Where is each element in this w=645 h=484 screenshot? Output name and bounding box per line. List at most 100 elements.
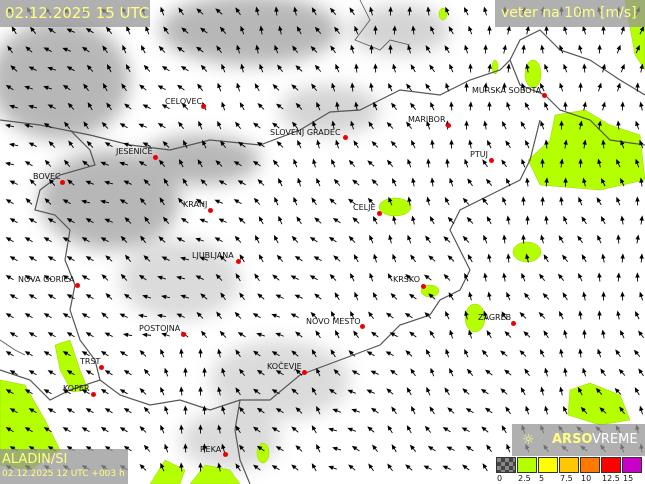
- wind-arrow-head: [639, 25, 645, 32]
- wind-arrow-head: [316, 101, 321, 108]
- wind-arrow-head: [447, 255, 453, 261]
- wind-arrow-head: [620, 139, 625, 146]
- wind-arrow-head: [294, 255, 301, 261]
- wind-arrow-head: [635, 82, 640, 88]
- wind-arrow-head: [540, 44, 545, 50]
- wind-arrow-head: [464, 272, 469, 279]
- wind-arrow-head: [620, 291, 625, 297]
- wind-arrow-head: [639, 291, 644, 298]
- wind-arrow-head: [578, 348, 583, 354]
- wind-arrow-head: [348, 464, 354, 470]
- wind-arrow-head: [106, 102, 112, 108]
- wind-arrow-head: [158, 236, 164, 242]
- wind-arrow-head: [239, 406, 244, 413]
- wind-arrow-head: [195, 237, 201, 242]
- wind-arrow-head: [68, 140, 74, 146]
- wind-arrow-head: [160, 386, 165, 393]
- wind-arrow-head: [392, 25, 397, 31]
- wind-arrow-head: [218, 180, 225, 185]
- wind-arrow-head: [411, 177, 416, 183]
- wind-arrow-head: [521, 196, 526, 202]
- wind-arrow-head: [616, 310, 621, 316]
- wind-arrow-head: [410, 64, 416, 70]
- wind-arrow-head: [234, 235, 240, 242]
- wind-arrow-head: [562, 292, 568, 298]
- wind-arrow-head: [409, 444, 415, 451]
- wind-arrow-head: [5, 199, 12, 204]
- wind-arrow-head: [271, 465, 278, 470]
- wind-arrow-head: [252, 313, 259, 318]
- wind-arrow-head: [295, 102, 301, 109]
- wind-arrow-head: [620, 101, 625, 107]
- wind-arrow-head: [372, 444, 378, 450]
- wind-arrow-head: [425, 349, 431, 355]
- wind-arrow-head: [445, 6, 450, 13]
- wind-arrow-head: [272, 159, 278, 166]
- wind-arrow-head: [430, 25, 435, 32]
- wind-arrow-head: [24, 389, 31, 394]
- wind-arrow-head: [601, 291, 606, 297]
- wind-arrow-head: [220, 140, 226, 146]
- wind-arrow-head: [183, 443, 188, 449]
- wind-arrow-head: [600, 368, 606, 374]
- wind-arrow-head: [62, 199, 69, 204]
- wind-arrow-head: [314, 293, 320, 299]
- city-label: JESENICE: [116, 147, 153, 156]
- wind-arrow-head: [369, 234, 374, 241]
- wind-arrow-head: [123, 407, 130, 413]
- wind-arrow-head: [48, 178, 54, 185]
- wind-arrow-head: [371, 179, 377, 185]
- wind-arrow-head: [62, 84, 69, 90]
- wind-arrow-head: [259, 63, 264, 70]
- wind-arrow-head: [544, 101, 549, 108]
- wind-arrow-head: [601, 329, 606, 335]
- city-marker: [511, 321, 516, 326]
- wind-arrow-head: [542, 292, 548, 299]
- city-label: ZAGREB: [478, 313, 512, 322]
- brand-name-bold: ARSO: [552, 432, 593, 447]
- wind-arrow-head: [352, 217, 358, 223]
- wind-arrow-head: [597, 310, 602, 316]
- wind-arrow-head: [544, 63, 549, 70]
- wind-arrow-head: [5, 351, 12, 356]
- wind-arrow-head: [314, 26, 320, 33]
- wind-arrow-head: [233, 199, 240, 204]
- wind-arrow-head: [468, 139, 473, 145]
- wind-arrow-head: [125, 64, 131, 70]
- wind-arrow-head: [195, 198, 202, 204]
- wind-arrow-head: [462, 464, 468, 470]
- wind-arrow-head: [255, 6, 260, 13]
- city-label: KOČEVJE: [267, 362, 302, 371]
- wind-arrow-head: [104, 180, 110, 186]
- wind-arrow-head: [540, 386, 545, 393]
- wind-arrow-head: [558, 235, 564, 241]
- wind-arrow-head: [202, 405, 207, 411]
- wind-arrow-head: [271, 313, 277, 318]
- city-marker: [343, 135, 348, 140]
- wind-arrow-head: [525, 253, 530, 260]
- wind-arrow-head: [124, 217, 130, 223]
- model-info: ALADIN/SI 02.12.2025 12 UTC +003 h: [0, 449, 128, 484]
- wind-arrow-head: [481, 197, 487, 204]
- wind-arrow-head: [9, 332, 16, 337]
- wind-arrow-head: [9, 408, 16, 413]
- wind-arrow-head: [28, 256, 35, 261]
- wind-arrow-head: [179, 386, 184, 392]
- wind-arrow-head: [122, 332, 129, 338]
- wind-arrow-head: [520, 387, 526, 393]
- wind-arrow-head: [240, 63, 245, 70]
- wind-arrow-head: [47, 408, 54, 413]
- wind-arrow-head: [387, 273, 393, 279]
- wind-arrow-head: [483, 120, 488, 126]
- wind-arrows: [5, 6, 645, 472]
- wind-arrow-head: [271, 351, 278, 356]
- city-label: KOPER: [63, 384, 90, 393]
- wind-arrow-head: [9, 218, 16, 223]
- wind-arrow-head: [156, 313, 163, 319]
- wind-arrow-head: [62, 275, 69, 280]
- wind-arrow-head: [316, 139, 321, 146]
- wind-arrow-head: [462, 235, 468, 242]
- city-marker: [446, 123, 451, 128]
- wind-arrow-head: [216, 45, 222, 51]
- wind-arrow-head: [506, 253, 511, 259]
